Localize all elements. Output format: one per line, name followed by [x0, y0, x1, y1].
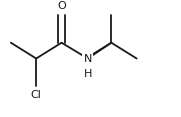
Text: O: O: [57, 1, 66, 11]
Text: N: N: [84, 53, 92, 64]
Text: H: H: [84, 69, 92, 79]
Text: Cl: Cl: [31, 90, 42, 99]
